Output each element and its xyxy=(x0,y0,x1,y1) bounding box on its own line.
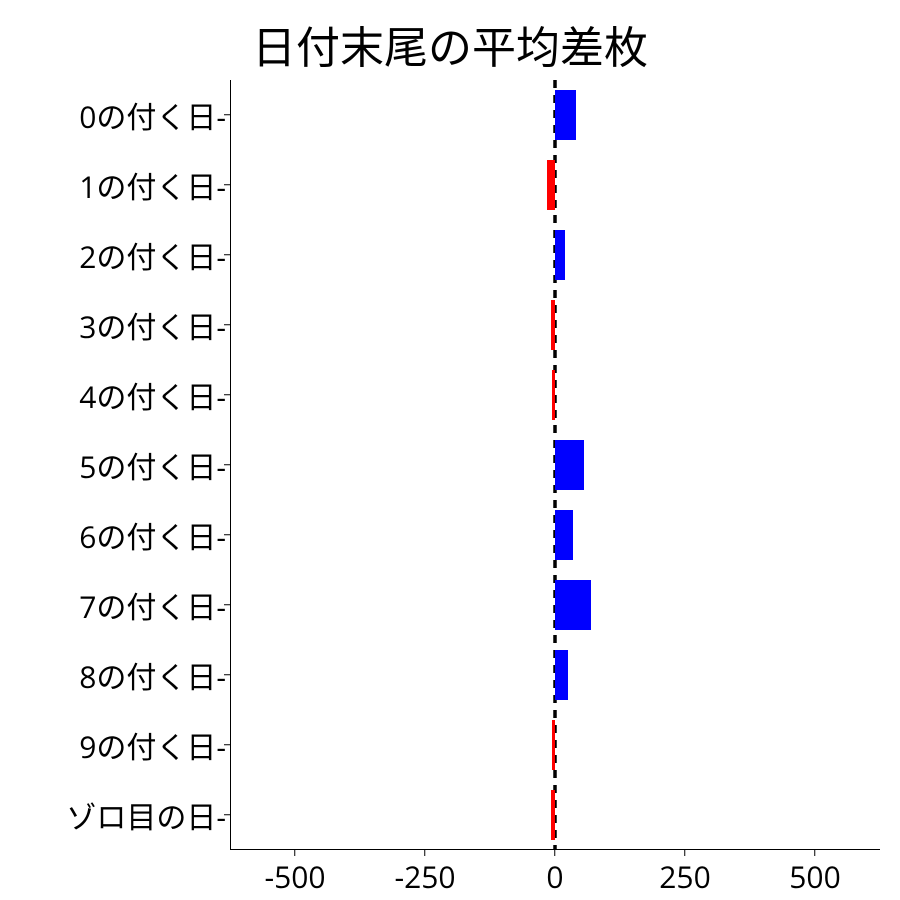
x-tick-label: 500 xyxy=(789,850,840,897)
bar xyxy=(555,440,584,490)
x-tick-label: -250 xyxy=(394,850,455,897)
y-tick-label: 1の付く日- xyxy=(79,163,230,207)
plot-area: 0の付く日-1の付く日-2の付く日-3の付く日-4の付く日-5の付く日-6の付く… xyxy=(230,80,880,850)
y-tick-label: 0の付く日- xyxy=(79,93,230,137)
y-tick-label: 3の付く日- xyxy=(79,303,230,347)
bar xyxy=(555,230,565,280)
bar xyxy=(551,300,555,350)
y-tick-label: 5の付く日- xyxy=(79,443,230,487)
x-tick-label: -500 xyxy=(264,850,325,897)
chart-title: 日付末尾の平均差枚 xyxy=(0,12,900,76)
y-tick-label: 8の付く日- xyxy=(79,653,230,697)
y-tick-label: 9の付く日- xyxy=(79,723,230,767)
y-tick-label: 4の付く日- xyxy=(79,373,230,417)
x-tick-label: 0 xyxy=(546,850,563,897)
chart-container: 日付末尾の平均差枚 0の付く日-1の付く日-2の付く日-3の付く日-4の付く日-… xyxy=(0,0,900,900)
bar xyxy=(552,370,555,420)
bar xyxy=(555,650,568,700)
bar xyxy=(552,720,555,770)
y-tick-label: ゾロ目の日- xyxy=(66,793,230,837)
x-tick-label: 250 xyxy=(659,850,710,897)
y-tick-label: 7の付く日- xyxy=(79,583,230,627)
bar xyxy=(555,510,573,560)
bar xyxy=(551,790,555,840)
bar xyxy=(555,90,576,140)
y-tick-label: 2の付く日- xyxy=(79,233,230,277)
y-tick-label: 6の付く日- xyxy=(79,513,230,557)
bar xyxy=(547,160,555,210)
bar xyxy=(555,580,591,630)
